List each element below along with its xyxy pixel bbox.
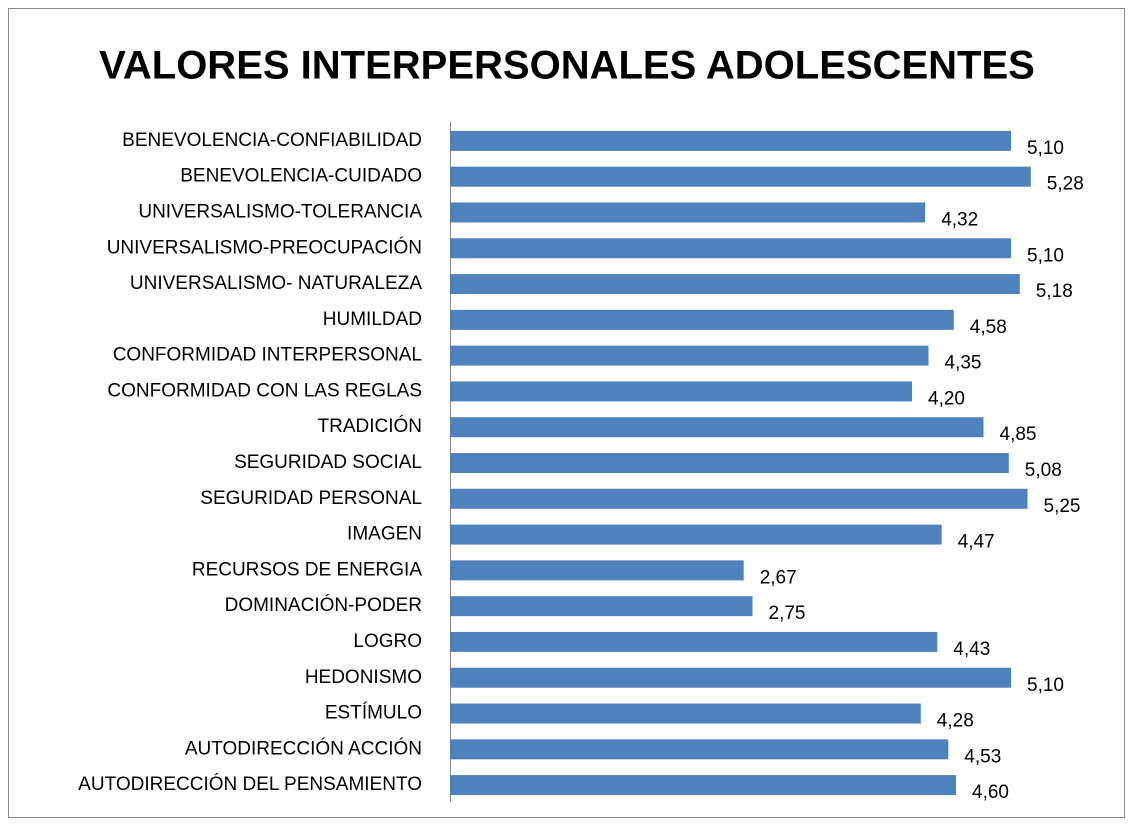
bar [450,703,921,724]
bar [450,596,753,617]
y-tick-label: BENEVOLENCIA-CONFIABILIDAD [122,130,422,151]
value-label: 5,28 [1047,174,1084,195]
value-label: 2,75 [769,603,806,624]
y-tick-label: UNIVERSALISMO- NATURALEZA [130,273,422,294]
chart-title: VALORES INTERPERSONALES ADOLESCENTES [99,44,1035,88]
y-tick-label: IMAGEN [347,524,422,545]
value-label: 4,28 [937,711,974,732]
value-label: 5,10 [1027,138,1064,159]
y-tick-label: BENEVOLENCIA-CUIDADO [180,166,422,187]
value-label: 2,67 [760,567,797,588]
bar [450,560,744,581]
bar [450,667,1011,688]
y-tick-label: SEGURIDAD SOCIAL [234,452,422,473]
value-label: 4,47 [958,532,995,553]
value-label: 4,60 [972,782,1009,803]
value-label: 4,43 [953,639,990,660]
value-label: 5,08 [1025,460,1062,481]
y-tick-label: HEDONISMO [305,667,422,688]
y-tick-label: RECURSOS DE ENERGIA [192,559,422,580]
bar [450,775,956,796]
y-tick-label: CONFORMIDAD CON LAS REGLAS [107,380,422,401]
bar [450,166,1031,187]
value-label: 5,10 [1027,675,1064,696]
value-label: 4,85 [1000,424,1037,445]
bar [450,238,1011,259]
value-label: 4,35 [945,353,982,374]
y-tick-label: UNIVERSALISMO-PREOCUPACIÓN [107,236,422,258]
bar [450,417,984,438]
bar [450,488,1028,509]
bar [450,524,942,545]
value-label: 4,32 [941,209,978,230]
y-tick-label: HUMILDAD [323,309,422,330]
y-tick-label: ESTÍMULO [325,703,422,724]
value-label: 4,58 [970,317,1007,338]
value-label: 4,20 [928,388,965,409]
bar [450,739,949,760]
y-tick-label: UNIVERSALISMO-TOLERANCIA [138,201,422,222]
bar [450,309,954,330]
bar [450,631,938,652]
y-tick-label: AUTODIRECCIÓN DEL PENSAMIENTO [78,773,422,795]
y-tick-label: TRADICIÓN [318,415,423,437]
value-label: 5,10 [1027,245,1064,266]
y-tick-label: CONFORMIDAD INTERPERSONAL [113,345,422,366]
bar [450,130,1011,151]
value-label: 5,18 [1036,281,1073,302]
bar [450,453,1009,473]
y-tick-label: SEGURIDAD PERSONAL [200,488,422,509]
y-tick-label: AUTODIRECCIÓN ACCIÓN [185,737,422,759]
value-label: 5,25 [1044,496,1081,517]
bar [450,345,929,366]
y-tick-label: DOMINACIÓN-PODER [225,594,422,616]
bar [450,274,1020,295]
value-label: 4,53 [964,746,1001,767]
y-tick-label: LOGRO [353,631,422,652]
bar [450,202,926,223]
bar [450,381,912,402]
